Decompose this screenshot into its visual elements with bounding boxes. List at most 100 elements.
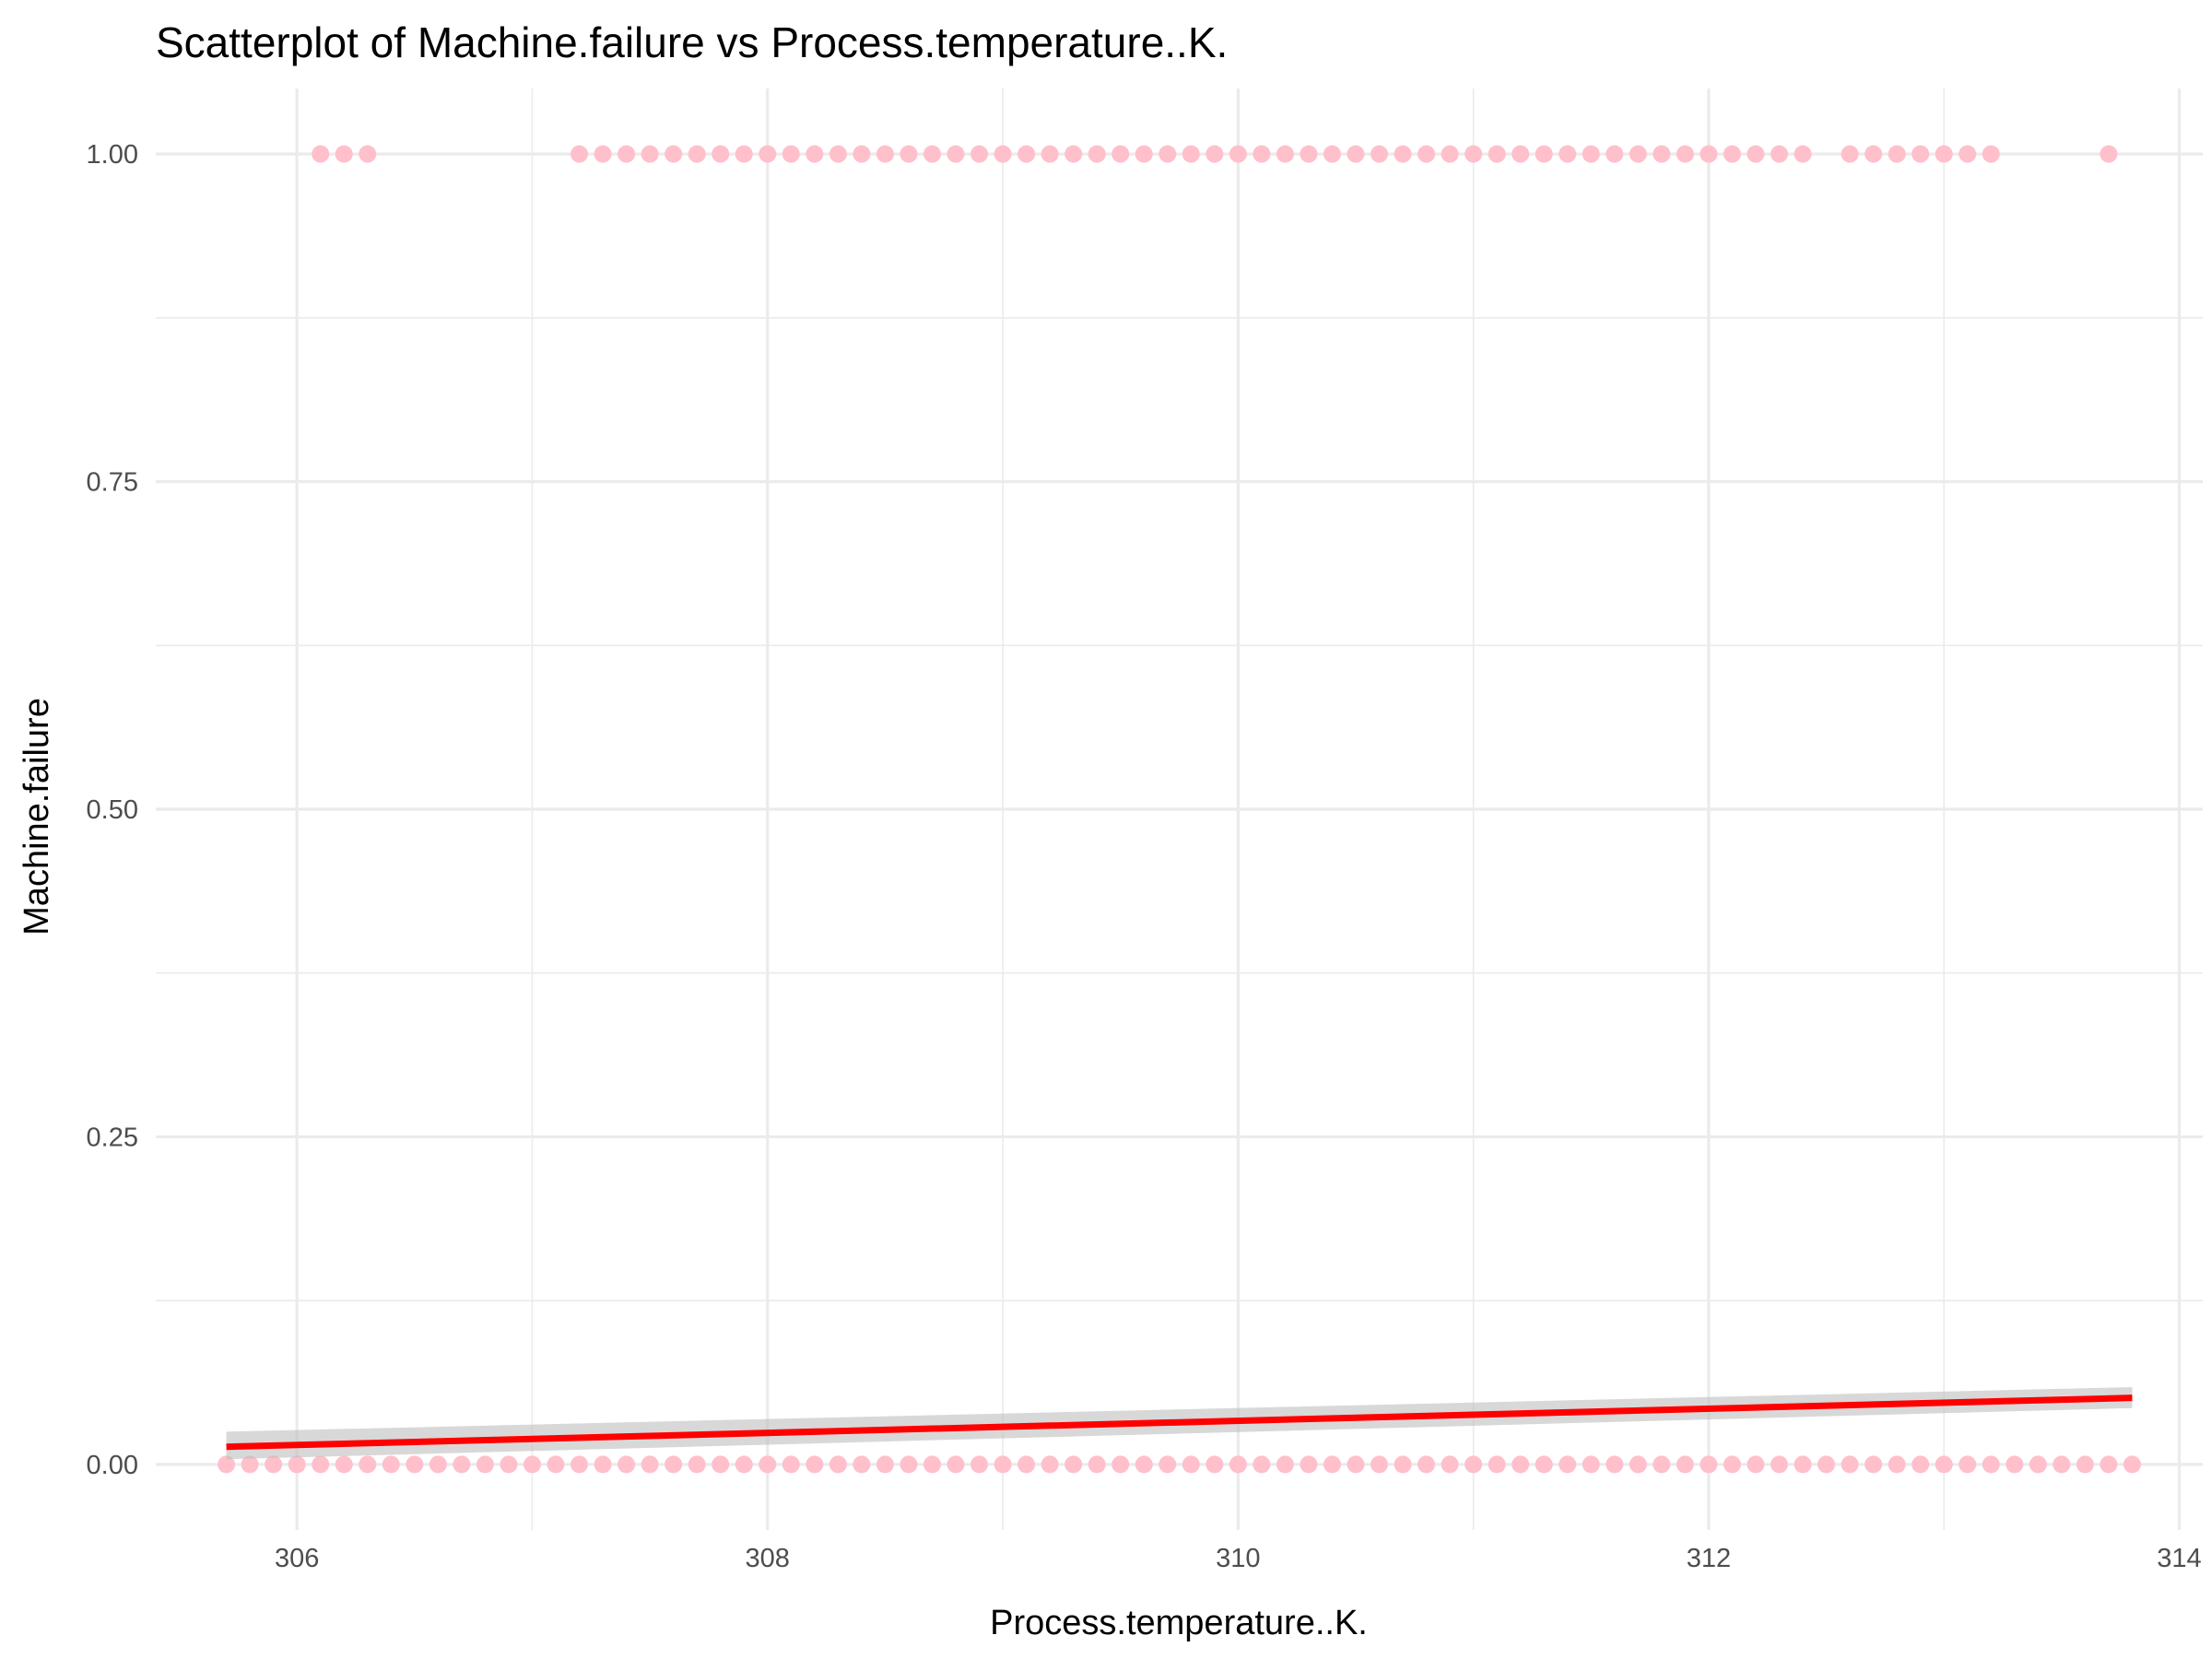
data-point — [1276, 145, 1294, 163]
data-point — [2076, 1455, 2094, 1474]
data-point — [218, 1455, 236, 1474]
data-point — [1582, 145, 1600, 163]
data-point — [688, 145, 706, 163]
data-point — [829, 145, 847, 163]
data-point — [1065, 1455, 1083, 1474]
trend-line-group — [226, 1387, 2133, 1460]
data-point — [1441, 1455, 1459, 1474]
data-point — [2006, 1455, 2024, 1474]
data-point — [1041, 1455, 1059, 1474]
data-point — [1629, 145, 1647, 163]
data-point — [500, 1455, 518, 1474]
data-point — [571, 145, 589, 163]
data-point — [1488, 1455, 1506, 1474]
data-point — [547, 1455, 565, 1474]
data-point — [1135, 1455, 1153, 1474]
data-point — [1418, 145, 1436, 163]
data-point — [359, 145, 377, 163]
data-point — [806, 145, 824, 163]
data-point — [1935, 145, 1953, 163]
data-point — [1770, 145, 1788, 163]
data-point — [641, 145, 659, 163]
data-point — [1559, 1455, 1577, 1474]
data-point — [688, 1455, 706, 1474]
data-point — [1912, 145, 1930, 163]
data-point — [853, 145, 871, 163]
data-point — [1770, 1455, 1788, 1474]
data-point — [1206, 145, 1224, 163]
data-point — [1112, 1455, 1130, 1474]
data-point — [1653, 145, 1671, 163]
data-point — [1700, 1455, 1718, 1474]
data-point — [1535, 145, 1553, 163]
data-point — [1512, 145, 1530, 163]
data-point — [1888, 145, 1906, 163]
data-point — [1512, 1455, 1530, 1474]
trend-line — [226, 1394, 2133, 1451]
tick-labels: 306 308 310 312 314 0.00 0.25 0.50 0.75 1.00 — [87, 140, 2202, 1573]
data-point — [1206, 1455, 1224, 1474]
data-point — [665, 145, 683, 163]
data-point — [2100, 145, 2118, 163]
data-point — [1229, 1455, 1247, 1474]
data-point — [1959, 1455, 1977, 1474]
data-point — [335, 145, 353, 163]
x-tick-label: 312 — [1687, 1544, 1731, 1573]
data-point — [947, 145, 965, 163]
data-point — [641, 1455, 659, 1474]
data-point — [1488, 145, 1506, 163]
data-point — [829, 1455, 847, 1474]
data-point — [2029, 1455, 2047, 1474]
data-point — [406, 1455, 424, 1474]
data-point — [712, 1455, 730, 1474]
data-point — [876, 1455, 894, 1474]
data-point — [1865, 1455, 1883, 1474]
data-point — [382, 1455, 400, 1474]
data-point — [618, 145, 636, 163]
data-point — [782, 1455, 800, 1474]
data-point — [1582, 1455, 1600, 1474]
data-point — [1135, 145, 1153, 163]
data-point — [735, 145, 753, 163]
data-point — [359, 1455, 377, 1474]
data-point — [1794, 145, 1812, 163]
data-point — [594, 145, 612, 163]
data-point — [1723, 1455, 1741, 1474]
data-point — [1370, 1455, 1388, 1474]
data-point — [1323, 145, 1341, 163]
data-point — [1088, 145, 1106, 163]
data-point — [900, 145, 918, 163]
data-points — [218, 145, 2141, 1474]
data-point — [1465, 145, 1483, 163]
data-point — [1347, 145, 1365, 163]
y-axis-label: Machine.failure — [18, 698, 56, 935]
data-point — [1982, 145, 2000, 163]
data-point — [806, 1455, 824, 1474]
data-point — [1606, 1455, 1624, 1474]
data-point — [241, 1455, 259, 1474]
y-tick-label: 0.00 — [87, 1451, 138, 1480]
data-point — [1935, 1455, 1953, 1474]
data-point — [1065, 145, 1083, 163]
y-tick-label: 1.00 — [87, 140, 138, 170]
chart-title: Scatterplot of Machine.failure vs Proces… — [156, 18, 1228, 66]
data-point — [618, 1455, 636, 1474]
data-point — [312, 145, 330, 163]
data-point — [994, 1455, 1012, 1474]
data-point — [1747, 1455, 1765, 1474]
data-point — [1865, 145, 1883, 163]
data-point — [1653, 1455, 1671, 1474]
x-tick-label: 314 — [2157, 1544, 2201, 1573]
data-point — [1276, 1455, 1294, 1474]
data-point — [923, 1455, 941, 1474]
data-point — [1676, 145, 1694, 163]
data-point — [782, 145, 800, 163]
x-axis-label: Process.temperature..K. — [990, 1604, 1368, 1642]
data-point — [759, 1455, 777, 1474]
x-tick-label: 310 — [1216, 1544, 1260, 1573]
data-point — [523, 1455, 541, 1474]
data-point — [1323, 1455, 1341, 1474]
data-point — [288, 1455, 306, 1474]
grid-major-lines — [156, 88, 2203, 1530]
